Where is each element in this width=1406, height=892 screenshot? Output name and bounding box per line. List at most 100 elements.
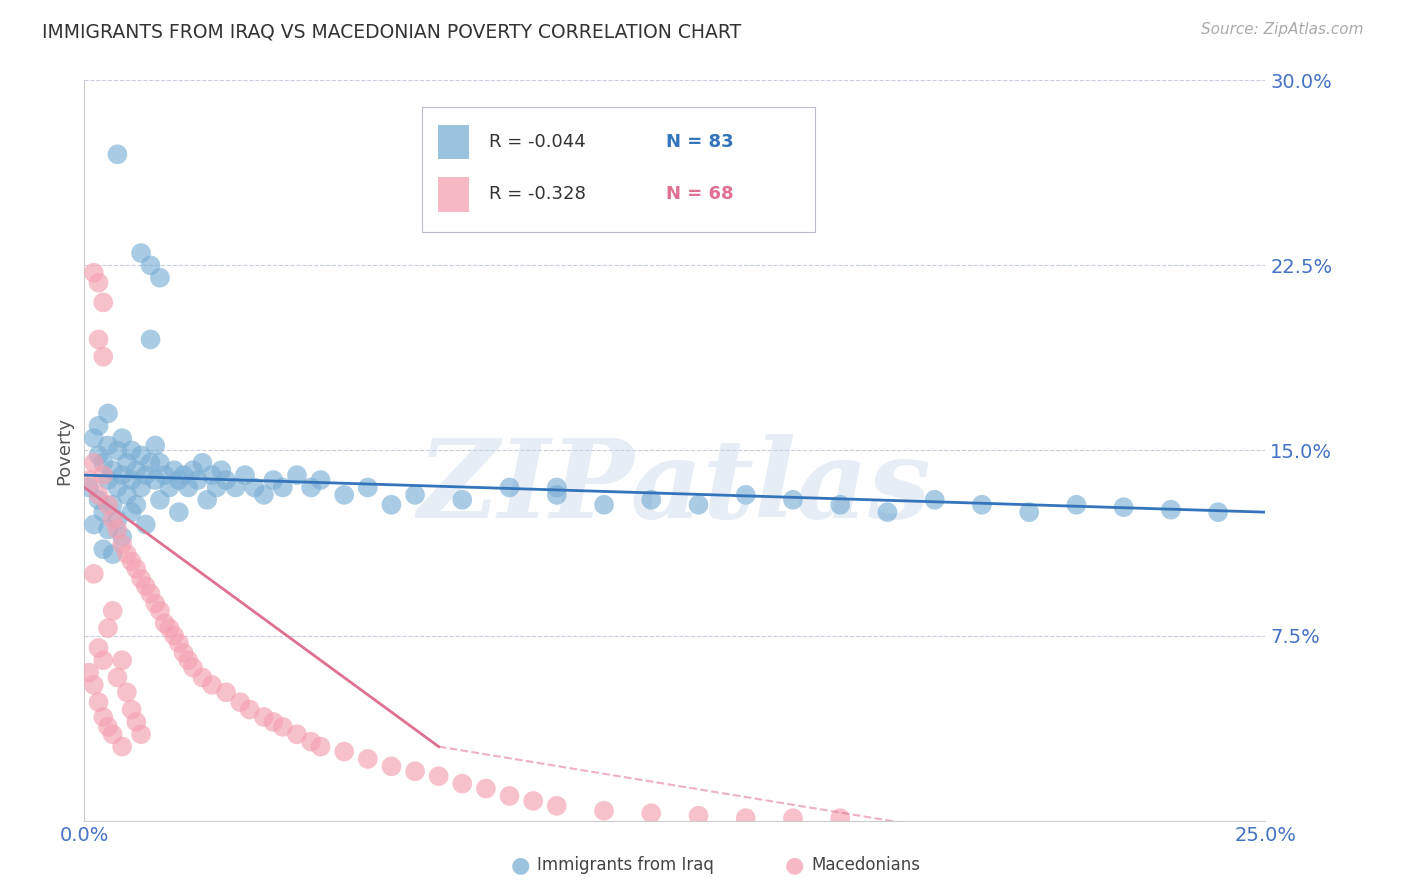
Point [333, 745, 356, 759]
Point [107, 443, 129, 458]
Point [121, 473, 143, 487]
Point [125, 714, 148, 729]
Point [181, 660, 204, 674]
Point [125, 562, 148, 576]
Point [83, 517, 105, 532]
Point [201, 678, 224, 692]
Point [163, 463, 186, 477]
Point [498, 480, 520, 494]
Point [734, 811, 756, 825]
Point [782, 492, 804, 507]
Point [101, 604, 124, 618]
Point [191, 671, 214, 685]
Point [87, 449, 110, 463]
Point [149, 492, 172, 507]
Point [139, 586, 162, 600]
Point [177, 480, 200, 494]
Point [97, 407, 120, 421]
Point [135, 517, 157, 532]
Point [115, 488, 138, 502]
Point [139, 456, 162, 470]
Point [129, 572, 152, 586]
Point [87, 492, 110, 507]
Point [163, 628, 186, 642]
Point [121, 703, 143, 717]
Point [91, 295, 114, 310]
Point [215, 473, 238, 487]
Point [181, 463, 204, 477]
Point [97, 523, 120, 537]
Point [83, 266, 105, 280]
Point [1018, 505, 1040, 519]
Point [233, 468, 256, 483]
Point [309, 473, 332, 487]
Point [111, 468, 134, 483]
Point [427, 769, 450, 783]
Point [782, 811, 804, 825]
Point [262, 714, 284, 729]
Point [285, 727, 308, 741]
Point [87, 695, 110, 709]
FancyBboxPatch shape [437, 125, 470, 160]
Point [201, 468, 224, 483]
Point [262, 473, 284, 487]
Point [404, 488, 426, 502]
Point [149, 604, 172, 618]
Point [87, 332, 110, 346]
Point [87, 418, 110, 433]
Point [111, 537, 134, 551]
Point [380, 498, 402, 512]
Point [167, 505, 190, 519]
Point [107, 671, 129, 685]
Text: Source: ZipAtlas.com: Source: ZipAtlas.com [1201, 22, 1364, 37]
Point [309, 739, 332, 754]
Text: R = -0.328: R = -0.328 [489, 186, 586, 203]
Point [77, 473, 100, 487]
Point [101, 727, 124, 741]
Point [87, 640, 110, 655]
Point [451, 492, 474, 507]
Point [111, 431, 134, 445]
Point [546, 798, 568, 813]
Point [299, 480, 322, 494]
Text: Macedonians: Macedonians [811, 856, 921, 874]
Point [91, 350, 114, 364]
Point [640, 806, 662, 821]
Y-axis label: Poverty: Poverty [55, 417, 73, 484]
Point [115, 456, 138, 470]
Point [830, 811, 852, 825]
Point [970, 498, 993, 512]
Text: IMMIGRANTS FROM IRAQ VS MACEDONIAN POVERTY CORRELATION CHART: IMMIGRANTS FROM IRAQ VS MACEDONIAN POVER… [42, 22, 741, 41]
Point [640, 492, 662, 507]
Point [167, 473, 190, 487]
Point [77, 665, 100, 680]
Point [149, 456, 172, 470]
Point [1112, 500, 1135, 515]
Point [195, 492, 218, 507]
Point [1066, 498, 1088, 512]
Point [83, 431, 105, 445]
Point [451, 776, 474, 791]
Point [121, 555, 143, 569]
Text: ZIPatlas: ZIPatlas [418, 434, 932, 541]
Point [111, 739, 134, 754]
Point [191, 456, 214, 470]
Point [157, 621, 180, 635]
Point [253, 710, 276, 724]
Point [97, 498, 120, 512]
Point [285, 468, 308, 483]
Point [209, 463, 232, 477]
Point [97, 473, 120, 487]
Point [153, 468, 176, 483]
Point [91, 653, 114, 667]
Point [243, 480, 266, 494]
Point [593, 804, 616, 818]
Point [139, 332, 162, 346]
Point [111, 653, 134, 667]
Point [593, 498, 616, 512]
Point [734, 488, 756, 502]
Point [135, 468, 157, 483]
Point [143, 438, 166, 452]
Point [205, 480, 228, 494]
Point [271, 480, 294, 494]
